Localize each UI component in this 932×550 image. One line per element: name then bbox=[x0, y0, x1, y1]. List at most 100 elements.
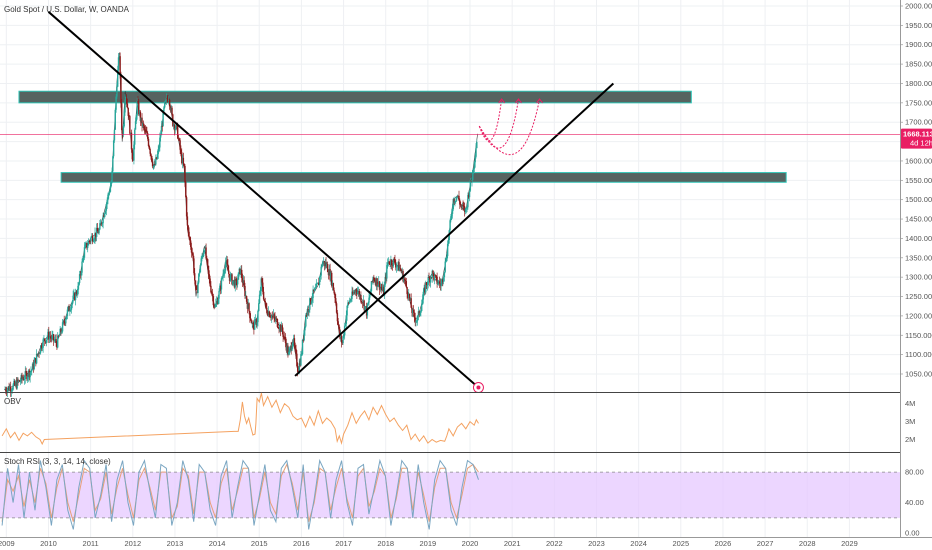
candle-body bbox=[323, 261, 326, 266]
candle-body bbox=[376, 278, 378, 287]
candle-body bbox=[200, 258, 202, 265]
candle-body bbox=[298, 363, 300, 372]
candle-body bbox=[261, 278, 263, 283]
candle-body bbox=[97, 231, 99, 234]
candle-body bbox=[181, 157, 184, 164]
candle-body bbox=[23, 378, 26, 381]
candle-body bbox=[56, 342, 58, 348]
candle-body bbox=[311, 298, 313, 302]
resistance-zone[interactable] bbox=[18, 90, 692, 104]
candle-body bbox=[252, 322, 254, 325]
candle-body bbox=[73, 293, 75, 296]
obv-pane[interactable] bbox=[1, 392, 479, 446]
stoch-axis[interactable]: 0.00 40.00 80.00 bbox=[905, 468, 924, 538]
candle-body bbox=[334, 293, 336, 299]
candle-body bbox=[55, 338, 57, 343]
candle-body bbox=[168, 99, 171, 107]
candle-body bbox=[398, 262, 400, 272]
candle-body bbox=[314, 287, 317, 289]
projection-curve[interactable] bbox=[478, 98, 519, 149]
candle-body bbox=[82, 257, 84, 262]
candle-body bbox=[296, 366, 299, 372]
candle-body bbox=[456, 195, 459, 198]
candle-body bbox=[371, 281, 373, 282]
candle-body bbox=[292, 342, 294, 348]
candle-body bbox=[118, 56, 121, 58]
candle-body bbox=[78, 282, 80, 286]
candle-body bbox=[384, 277, 386, 285]
candle-body bbox=[453, 198, 455, 203]
candle-body bbox=[189, 237, 191, 241]
candle-body bbox=[191, 252, 193, 254]
candle-body bbox=[460, 204, 463, 207]
candle-body bbox=[106, 200, 108, 205]
candle-body bbox=[464, 208, 467, 213]
candle-body bbox=[443, 271, 446, 278]
candle-body bbox=[272, 314, 275, 316]
candle-body bbox=[155, 157, 157, 165]
candle-body bbox=[25, 371, 27, 373]
candle-body bbox=[44, 338, 46, 342]
candle-body bbox=[217, 298, 219, 304]
candle-body bbox=[280, 325, 283, 332]
obv-axis[interactable]: 2M 3M 4M bbox=[905, 399, 915, 444]
candle-body bbox=[206, 258, 208, 260]
candle-body bbox=[153, 164, 155, 167]
date-marker-dot bbox=[476, 385, 481, 390]
candle-body bbox=[347, 302, 349, 307]
resistance-zone[interactable] bbox=[60, 172, 787, 183]
candle-body bbox=[34, 358, 36, 362]
candle-body bbox=[305, 315, 308, 317]
candle-body bbox=[424, 287, 426, 293]
price-pane[interactable] bbox=[0, 11, 900, 398]
trendline[interactable] bbox=[294, 82, 615, 377]
candle-body bbox=[186, 216, 189, 226]
candle-body bbox=[187, 225, 189, 232]
candle-body bbox=[385, 277, 387, 279]
candle-body bbox=[437, 283, 439, 285]
candle-body bbox=[81, 261, 83, 273]
date-marker-icon[interactable] bbox=[472, 382, 484, 394]
stoch-d-line bbox=[1, 463, 479, 522]
candle-body bbox=[463, 206, 466, 213]
candle-body bbox=[224, 261, 227, 271]
price-axis-tick-label: 2000.000 bbox=[905, 2, 932, 11]
candle-body bbox=[5, 389, 7, 392]
last-price-tag[interactable]: 1668.113 4d 12h bbox=[901, 128, 932, 149]
candle-body bbox=[111, 171, 113, 183]
candle-body bbox=[314, 288, 316, 291]
price-axis-tick-label: 1900.000 bbox=[905, 40, 932, 49]
candle-body bbox=[236, 280, 238, 285]
candle-body bbox=[227, 264, 229, 271]
time-axis[interactable]: 2009 2010 2011 2012 2013 2014 2015 2016 2017 2018… bbox=[0, 539, 858, 548]
candle-body bbox=[282, 331, 284, 337]
trendline[interactable] bbox=[47, 11, 480, 389]
candle-body bbox=[438, 281, 440, 284]
candle-body bbox=[399, 268, 401, 272]
obv-axis-tick-label: 2M bbox=[905, 435, 915, 444]
candle-body bbox=[13, 381, 15, 385]
projection-curve[interactable] bbox=[478, 98, 503, 142]
price-axis-background[interactable] bbox=[900, 0, 932, 550]
candle-body bbox=[271, 315, 273, 318]
candle-body bbox=[346, 306, 348, 316]
stoch-title: Stoch RSI (3, 3, 14, 14, close) bbox=[4, 457, 111, 466]
candle-body bbox=[72, 295, 74, 302]
projection-curve[interactable] bbox=[478, 98, 541, 156]
stoch-rsi-pane[interactable] bbox=[0, 458, 900, 530]
candle-body bbox=[178, 138, 181, 141]
candle-body bbox=[164, 101, 166, 108]
candle-body bbox=[125, 98, 128, 104]
candle-body bbox=[269, 316, 271, 318]
candle-body bbox=[343, 335, 345, 337]
candle-body bbox=[395, 266, 398, 268]
candle-body bbox=[131, 149, 134, 160]
candle-body bbox=[281, 325, 283, 332]
candle-body bbox=[438, 281, 441, 284]
candle-body bbox=[144, 129, 146, 131]
candle-body bbox=[177, 138, 180, 140]
candle-body bbox=[429, 277, 432, 283]
time-axis-tick-label: 2018 bbox=[377, 539, 394, 548]
candle-body bbox=[85, 242, 87, 245]
